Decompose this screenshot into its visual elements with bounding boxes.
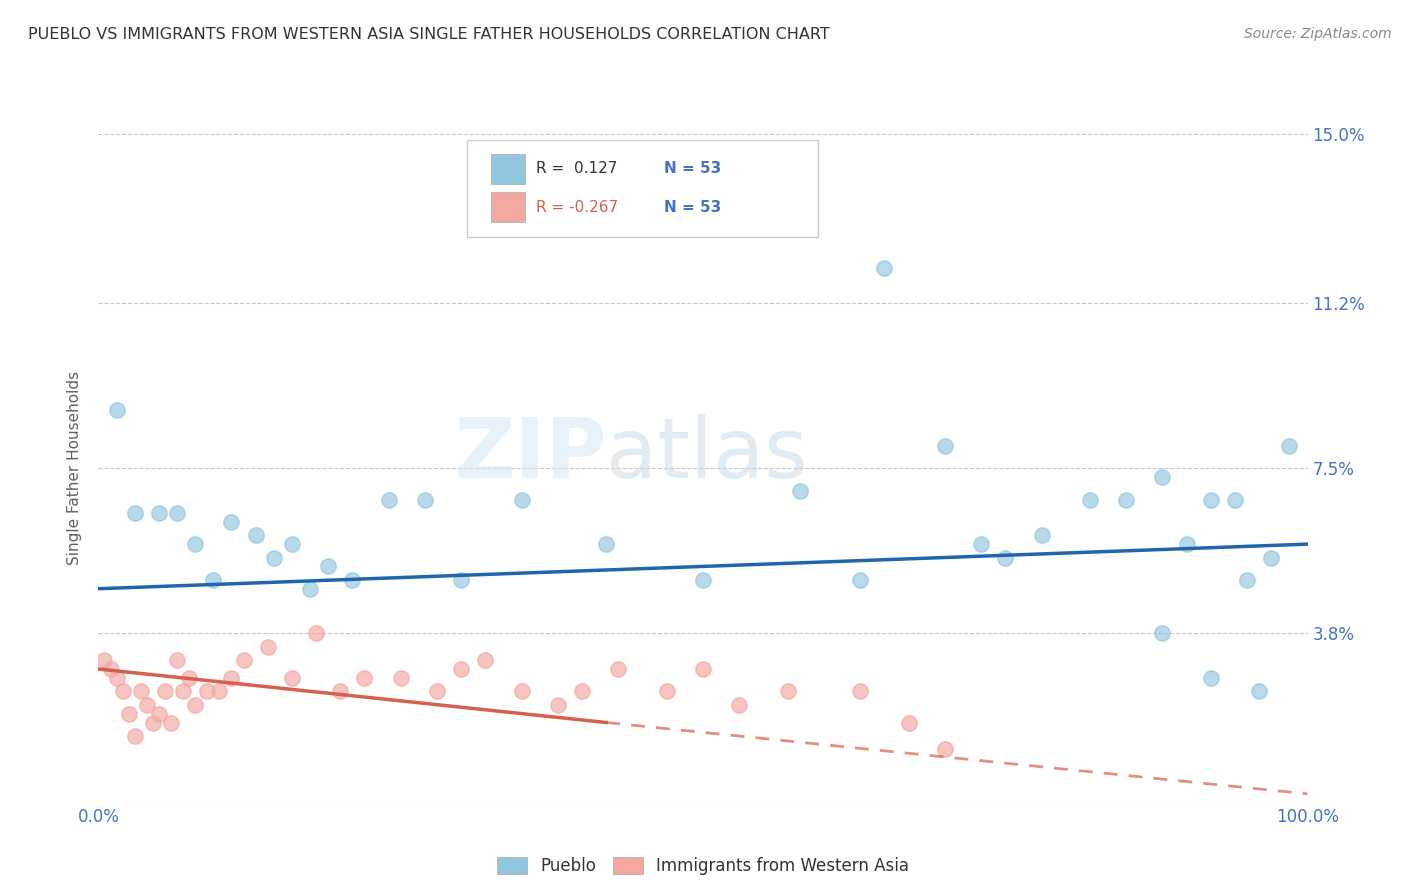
Text: atlas: atlas bbox=[606, 415, 808, 495]
FancyBboxPatch shape bbox=[492, 153, 526, 184]
Point bbox=[595, 537, 617, 551]
Point bbox=[413, 492, 436, 507]
Point bbox=[184, 537, 207, 551]
Point bbox=[105, 403, 128, 417]
Y-axis label: Single Father Households: Single Father Households bbox=[67, 371, 83, 566]
Point bbox=[135, 698, 157, 712]
Point bbox=[124, 506, 146, 520]
Point bbox=[353, 671, 375, 685]
Point bbox=[281, 671, 304, 685]
Point bbox=[1152, 626, 1174, 640]
Point bbox=[100, 662, 122, 676]
Point bbox=[426, 684, 449, 698]
Point bbox=[934, 742, 956, 756]
Point bbox=[166, 506, 188, 520]
Text: N = 53: N = 53 bbox=[664, 161, 721, 176]
Point bbox=[1152, 470, 1174, 484]
Point bbox=[1031, 528, 1053, 542]
Point bbox=[124, 729, 146, 743]
Point bbox=[221, 515, 243, 529]
Text: N = 53: N = 53 bbox=[664, 200, 721, 215]
Point bbox=[1078, 492, 1101, 507]
Point bbox=[1236, 573, 1258, 587]
Point bbox=[202, 573, 225, 587]
Point bbox=[329, 684, 352, 698]
Point bbox=[148, 706, 170, 721]
Point bbox=[849, 684, 872, 698]
Point bbox=[208, 684, 231, 698]
FancyBboxPatch shape bbox=[467, 141, 818, 237]
Point bbox=[166, 653, 188, 667]
Point bbox=[1199, 492, 1222, 507]
Point bbox=[571, 684, 593, 698]
Point bbox=[1260, 550, 1282, 565]
Point bbox=[450, 662, 472, 676]
Point bbox=[105, 671, 128, 685]
Point bbox=[148, 506, 170, 520]
Point bbox=[160, 715, 183, 730]
Point bbox=[994, 550, 1017, 565]
Point bbox=[934, 439, 956, 453]
Point bbox=[1115, 492, 1137, 507]
Point bbox=[118, 706, 141, 721]
Point bbox=[305, 626, 328, 640]
Point bbox=[172, 684, 194, 698]
Point bbox=[450, 573, 472, 587]
Point bbox=[316, 559, 339, 574]
Point bbox=[547, 698, 569, 712]
Point bbox=[789, 483, 811, 498]
Point bbox=[692, 662, 714, 676]
Point bbox=[263, 550, 285, 565]
Text: R = -0.267: R = -0.267 bbox=[536, 200, 619, 215]
Point bbox=[510, 492, 533, 507]
Text: ZIP: ZIP bbox=[454, 415, 606, 495]
Point bbox=[655, 684, 678, 698]
Point bbox=[232, 653, 254, 667]
Point bbox=[281, 537, 304, 551]
Point bbox=[221, 671, 243, 685]
Point bbox=[256, 640, 278, 654]
Point bbox=[1249, 684, 1271, 698]
Point bbox=[195, 684, 218, 698]
Point bbox=[129, 684, 152, 698]
Point bbox=[849, 573, 872, 587]
Point bbox=[142, 715, 165, 730]
Point bbox=[153, 684, 176, 698]
Point bbox=[897, 715, 920, 730]
FancyBboxPatch shape bbox=[492, 192, 526, 222]
Text: R =  0.127: R = 0.127 bbox=[536, 161, 617, 176]
Point bbox=[510, 684, 533, 698]
Point bbox=[1175, 537, 1198, 551]
Point bbox=[179, 671, 201, 685]
Legend: Pueblo, Immigrants from Western Asia: Pueblo, Immigrants from Western Asia bbox=[491, 850, 915, 881]
Point bbox=[342, 573, 364, 587]
Point bbox=[728, 698, 751, 712]
Point bbox=[970, 537, 993, 551]
Point bbox=[389, 671, 412, 685]
Point bbox=[474, 653, 496, 667]
Point bbox=[111, 684, 134, 698]
Point bbox=[245, 528, 267, 542]
Point bbox=[377, 492, 399, 507]
Point bbox=[873, 260, 896, 275]
Point bbox=[93, 653, 115, 667]
Point bbox=[299, 582, 322, 596]
Point bbox=[1199, 671, 1222, 685]
Point bbox=[1278, 439, 1301, 453]
Point bbox=[1223, 492, 1246, 507]
Text: PUEBLO VS IMMIGRANTS FROM WESTERN ASIA SINGLE FATHER HOUSEHOLDS CORRELATION CHAR: PUEBLO VS IMMIGRANTS FROM WESTERN ASIA S… bbox=[28, 27, 830, 42]
Point bbox=[607, 662, 630, 676]
Point bbox=[692, 573, 714, 587]
Point bbox=[184, 698, 207, 712]
Text: Source: ZipAtlas.com: Source: ZipAtlas.com bbox=[1244, 27, 1392, 41]
Point bbox=[776, 684, 799, 698]
